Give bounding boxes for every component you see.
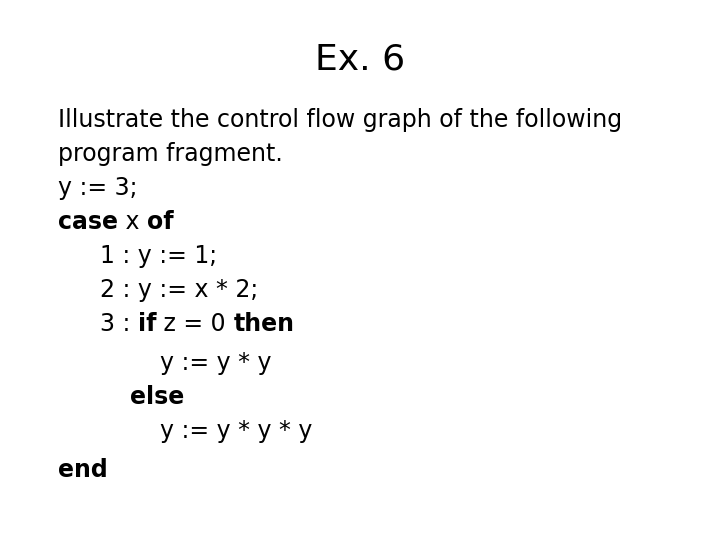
Text: 2 : y := x * 2;: 2 : y := x * 2; xyxy=(100,278,258,302)
Text: Ex. 6: Ex. 6 xyxy=(315,42,405,76)
Text: x: x xyxy=(118,210,147,234)
Text: program fragment.: program fragment. xyxy=(58,142,283,166)
Text: end: end xyxy=(58,458,108,482)
Text: else: else xyxy=(130,385,184,409)
Text: z = 0: z = 0 xyxy=(156,312,233,336)
Text: case: case xyxy=(58,210,118,234)
Text: 3 :: 3 : xyxy=(100,312,138,336)
Text: then: then xyxy=(233,312,294,336)
Text: of: of xyxy=(147,210,174,234)
Text: Illustrate the control flow graph of the following: Illustrate the control flow graph of the… xyxy=(58,108,622,132)
Text: y := y * y * y: y := y * y * y xyxy=(160,419,312,443)
Text: y := y * y: y := y * y xyxy=(160,351,271,375)
Text: 1 : y := 1;: 1 : y := 1; xyxy=(100,244,217,268)
Text: y := 3;: y := 3; xyxy=(58,176,138,200)
Text: if: if xyxy=(138,312,156,336)
